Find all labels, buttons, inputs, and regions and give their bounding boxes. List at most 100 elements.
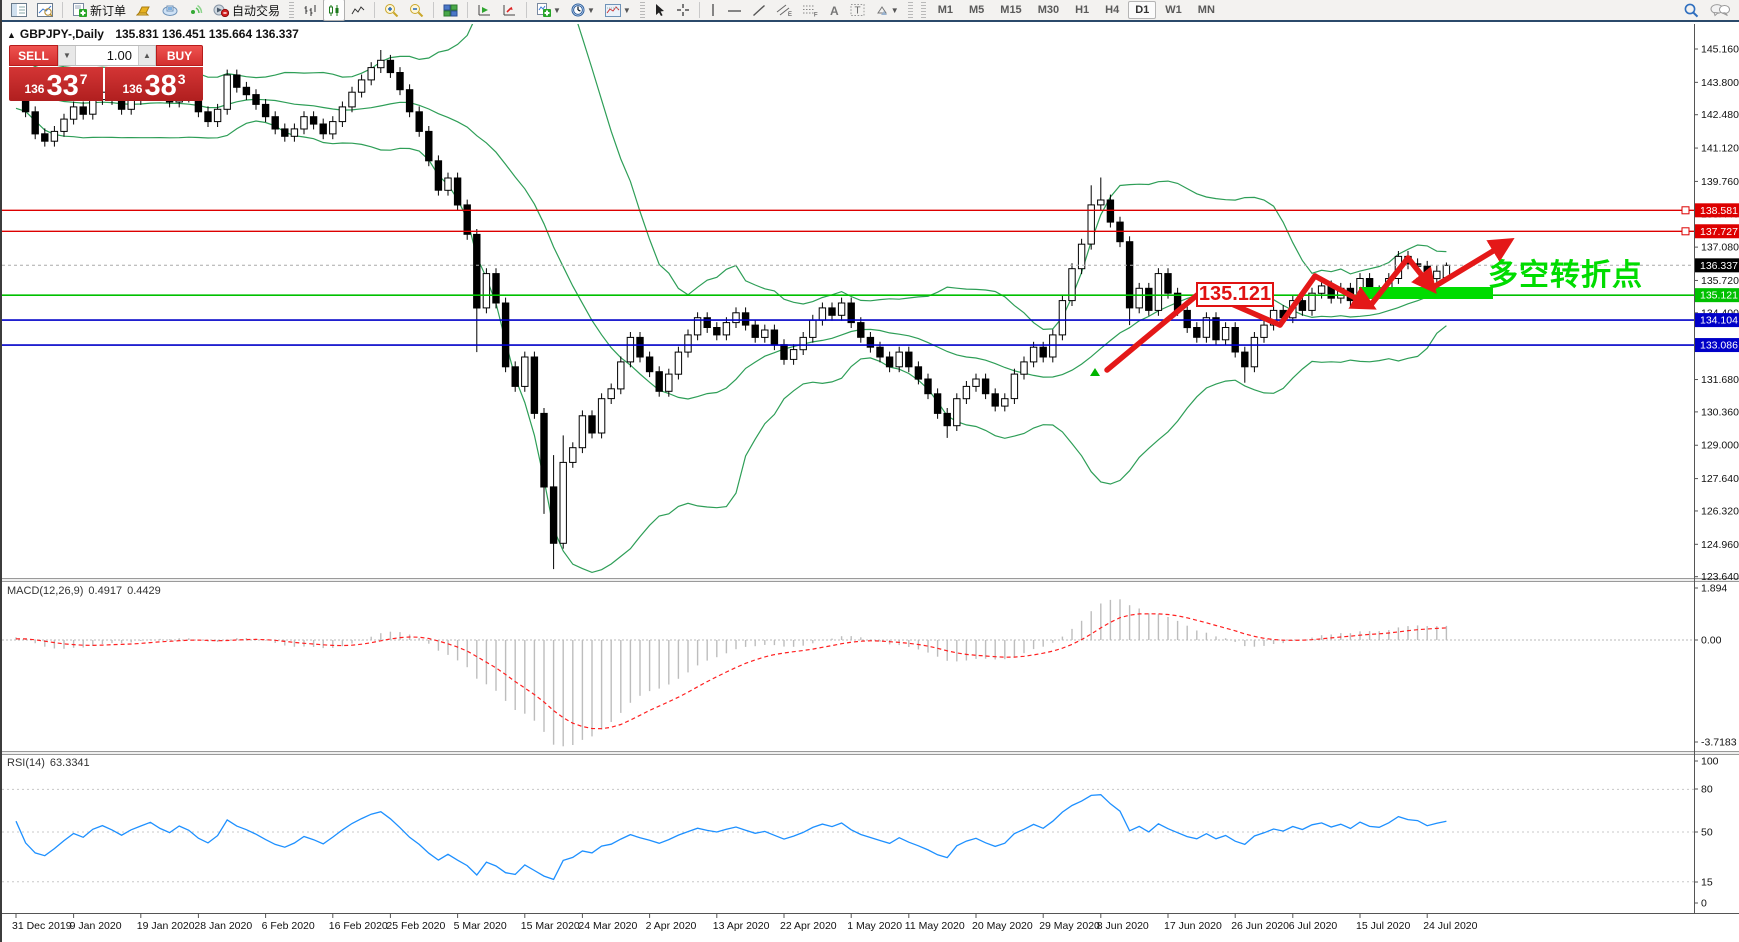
candle — [319, 123, 327, 135]
equidistant-channel-button[interactable]: E — [772, 0, 796, 21]
timeframe-w1-button[interactable]: W1 — [1165, 4, 1182, 16]
price-tag-label: 135.121 — [1700, 290, 1738, 302]
signal-button[interactable] — [184, 0, 207, 21]
zoom-out-button[interactable] — [405, 0, 428, 21]
timeframe-m15-button[interactable]: M15 — [1000, 4, 1022, 16]
sell-button[interactable]: SELL — [9, 45, 58, 66]
text-label-button[interactable]: T — [846, 0, 869, 21]
candle — [991, 393, 999, 407]
price-callout-box[interactable]: 135.121 — [1196, 282, 1274, 307]
buy-button[interactable]: BUY — [156, 45, 203, 66]
macd-scale-label: 0.00 — [1701, 635, 1722, 647]
candle — [463, 204, 471, 235]
timeframe-d1-button[interactable]: D1 — [1128, 1, 1157, 19]
shapes-button[interactable]: ▼ — [871, 0, 903, 21]
candle — [1164, 273, 1172, 294]
candlestick-chart-button[interactable] — [323, 0, 346, 21]
trend-arrow-segment[interactable] — [1104, 288, 1205, 373]
candle — [1317, 285, 1326, 294]
date-label: 16 Feb 2020 — [329, 920, 388, 932]
fibonacci-button[interactable]: F — [798, 0, 822, 21]
cursor-icon — [654, 3, 666, 17]
candle — [1068, 268, 1076, 302]
bid-pipette: 7 — [79, 71, 88, 87]
horizontal-line-button[interactable] — [723, 0, 746, 21]
price-tick-label: 123.640 — [1701, 571, 1739, 583]
periods-button[interactable]: ▼ — [567, 0, 599, 21]
price-tick-label: 139.760 — [1701, 176, 1739, 188]
pane-separator[interactable] — [2, 578, 1739, 582]
timeframe-m30-button[interactable]: M30 — [1037, 4, 1060, 16]
collapse-triangle-icon[interactable]: ▲ — [7, 30, 16, 40]
line-chart-button[interactable] — [347, 0, 369, 21]
price-axis[interactable]: 145.160143.800142.480141.120139.760138.4… — [1694, 44, 1739, 910]
trend-arrow-segment[interactable] — [1367, 255, 1411, 309]
timeframe-mn-button[interactable]: MN — [1197, 4, 1215, 16]
line-handle[interactable] — [1681, 206, 1690, 215]
timeframe-h4-button[interactable]: H4 — [1105, 4, 1120, 16]
timeframe-m1-button[interactable]: M1 — [937, 4, 953, 16]
rsi-scale-label: 100 — [1701, 756, 1719, 768]
volume-decrease-button[interactable]: ▼ — [58, 46, 76, 65]
chart-window-button[interactable] — [33, 0, 57, 21]
candle — [69, 106, 78, 120]
toolbar-grip — [907, 2, 913, 18]
candle — [847, 302, 855, 324]
trendline-button[interactable] — [748, 0, 770, 21]
indicators-button[interactable]: ▼ — [532, 0, 565, 21]
trend-arrow-segment[interactable] — [1312, 273, 1377, 310]
vertical-line-button[interactable] — [705, 0, 721, 21]
bar-chart-button[interactable] — [299, 0, 321, 21]
templates-button[interactable]: ▼ — [601, 0, 635, 21]
rsi-scale-label: 0 — [1701, 898, 1707, 910]
bid-price-display[interactable]: 136 33 7 — [9, 67, 103, 101]
candle — [511, 366, 519, 387]
pane-separator[interactable] — [2, 751, 1739, 755]
community-button[interactable] — [1706, 0, 1734, 21]
candle — [492, 273, 500, 304]
cursor-button[interactable] — [650, 0, 670, 21]
zoom-in-button[interactable] — [380, 0, 403, 21]
candle — [645, 356, 654, 373]
volume-field[interactable]: 1.00 — [106, 48, 132, 63]
auto-trading-button[interactable]: 自动交易 — [209, 0, 284, 21]
price-tag-label: 134.104 — [1700, 315, 1738, 327]
new-order-button[interactable]: 新订单 — [68, 0, 130, 21]
tile-windows-button[interactable] — [439, 0, 462, 21]
auto-scroll-button[interactable] — [473, 0, 496, 21]
gold-symbol-icon — [136, 4, 152, 16]
price-tag — [1695, 258, 1739, 273]
volume-increase-button[interactable]: ▲ — [138, 46, 156, 65]
line-handle[interactable] — [1681, 227, 1690, 236]
candle — [1049, 334, 1057, 358]
timeframe-m5-button[interactable]: M5 — [969, 4, 985, 16]
candle — [876, 346, 884, 358]
entry-arrow-mark[interactable] — [1090, 368, 1100, 376]
crosshair-button[interactable] — [672, 0, 694, 21]
gold-symbol-button[interactable] — [132, 0, 156, 21]
market-watch-button[interactable] — [7, 0, 31, 21]
trend-arrow-segment[interactable] — [1405, 255, 1437, 295]
trend-arrow-segment[interactable] — [1277, 273, 1318, 328]
candle — [79, 106, 87, 115]
candle — [357, 79, 366, 93]
price-tag — [1695, 203, 1739, 218]
ask-price-display[interactable]: 136 38 3 — [105, 67, 203, 101]
turning-point-annotation-text[interactable]: 多空转折点 — [1488, 259, 1643, 292]
text-label-icon: T — [850, 3, 865, 17]
publish-icon — [162, 4, 178, 17]
trend-arrow-segment[interactable] — [1429, 238, 1515, 291]
date-label: 6 Feb 2020 — [262, 920, 315, 932]
publish-button[interactable] — [158, 0, 182, 21]
periods-icon — [571, 3, 585, 17]
chart-shift-button[interactable] — [498, 0, 521, 21]
timeframe-h1-button[interactable]: H1 — [1075, 4, 1090, 16]
auto-trading-label: 自动交易 — [232, 3, 281, 18]
candle — [770, 329, 779, 346]
price-tag — [1695, 338, 1739, 353]
text-button[interactable]: A — [824, 0, 844, 21]
price-tick-label: 137.080 — [1701, 242, 1739, 254]
search-button[interactable] — [1679, 0, 1704, 21]
